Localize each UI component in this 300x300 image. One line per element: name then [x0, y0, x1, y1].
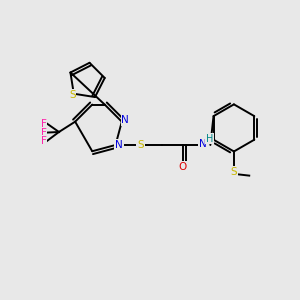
Text: H: H	[206, 134, 213, 143]
Text: F: F	[41, 119, 46, 129]
Text: N: N	[122, 115, 129, 125]
Text: F: F	[41, 136, 46, 146]
Text: S: S	[231, 167, 237, 177]
Text: N: N	[115, 140, 123, 150]
Text: S: S	[137, 140, 144, 150]
Text: O: O	[179, 162, 187, 172]
Text: S: S	[69, 90, 76, 100]
Text: N: N	[199, 139, 207, 148]
Text: F: F	[41, 128, 46, 138]
